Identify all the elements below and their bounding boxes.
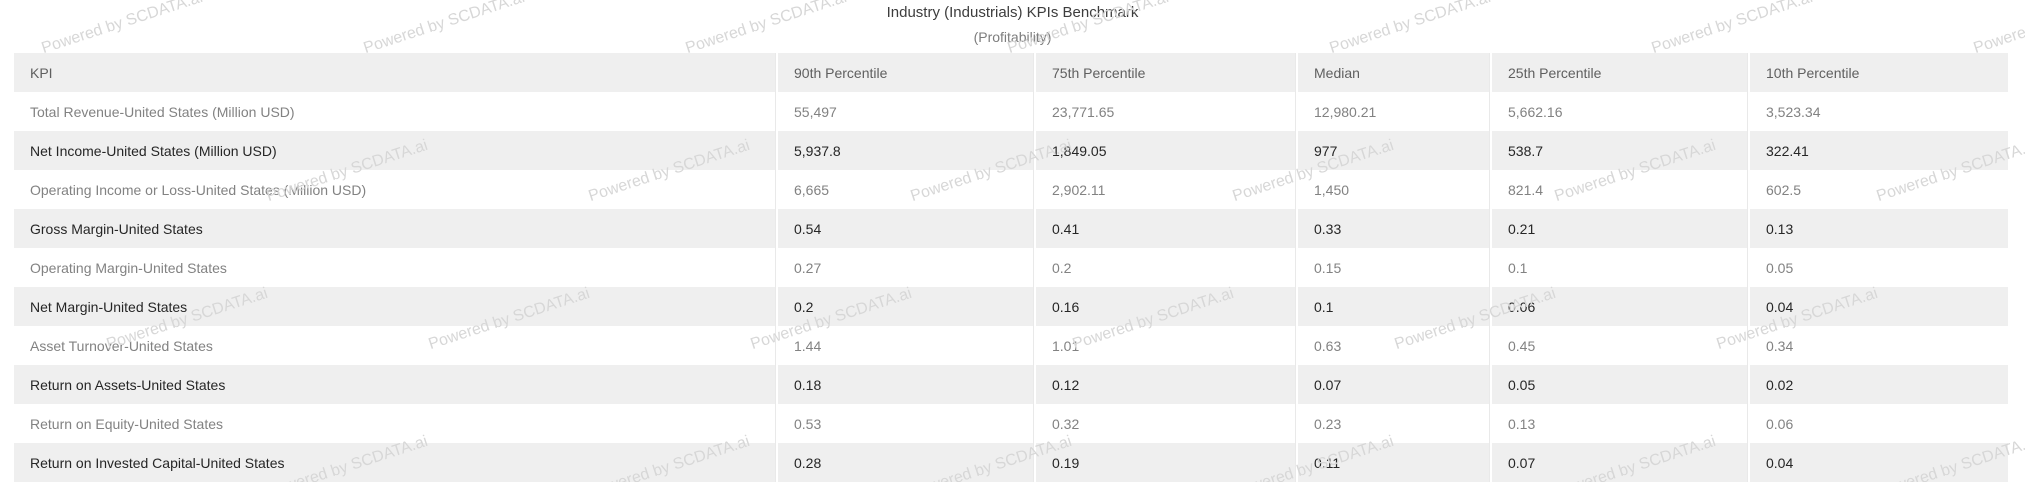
value-cell: 0.53	[776, 404, 1034, 443]
value-cell: 0.54	[776, 209, 1034, 248]
value-cell: 0.18	[776, 365, 1034, 404]
value-cell: 0.07	[1296, 365, 1490, 404]
value-cell: 0.34	[1748, 326, 2008, 365]
value-cell: 0.02	[1748, 365, 2008, 404]
value-cell: 0.63	[1296, 326, 1490, 365]
page-title: Industry (Industrials) KPIs Benchmark	[886, 4, 1139, 21]
value-cell: 0.33	[1296, 209, 1490, 248]
value-cell: 0.06	[1490, 287, 1748, 326]
value-cell: 322.41	[1748, 131, 2008, 170]
value-cell: 1.44	[776, 326, 1034, 365]
value-cell: 0.19	[1034, 443, 1296, 482]
value-cell: 3,523.34	[1748, 92, 2008, 131]
kpi-cell: Asset Turnover-United States	[14, 326, 776, 365]
value-cell: 0.32	[1034, 404, 1296, 443]
table-row: Net Income-United States (Million USD) 5…	[14, 131, 2008, 170]
value-cell: 0.2	[1034, 248, 1296, 287]
header-row: KPI 90th Percentile 75th Percentile Medi…	[14, 53, 2008, 92]
value-cell: 0.27	[776, 248, 1034, 287]
table-row: Net Margin-United States 0.2 0.16 0.1 0.…	[14, 287, 2008, 326]
value-cell: 977	[1296, 131, 1490, 170]
column-header-75th-percentile: 75th Percentile	[1034, 53, 1296, 92]
value-cell: 602.5	[1748, 170, 2008, 209]
kpi-benchmark-table: KPI 90th Percentile 75th Percentile Medi…	[14, 53, 2008, 482]
table-row: Operating Income or Loss-United States (…	[14, 170, 2008, 209]
column-header-25th-percentile: 25th Percentile	[1490, 53, 1748, 92]
value-cell: 23,771.65	[1034, 92, 1296, 131]
value-cell: 1.01	[1034, 326, 1296, 365]
kpi-cell: Operating Margin-United States	[14, 248, 776, 287]
value-cell: 0.1	[1296, 287, 1490, 326]
table-row: Return on Equity-United States 0.53 0.32…	[14, 404, 2008, 443]
value-cell: 6,665	[776, 170, 1034, 209]
kpi-cell: Return on Equity-United States	[14, 404, 776, 443]
value-cell: 1,450	[1296, 170, 1490, 209]
table-header: KPI 90th Percentile 75th Percentile Medi…	[14, 53, 2008, 92]
kpi-cell: Total Revenue-United States (Million USD…	[14, 92, 776, 131]
value-cell: 0.04	[1748, 443, 2008, 482]
value-cell: 0.05	[1490, 365, 1748, 404]
value-cell: 0.05	[1748, 248, 2008, 287]
value-cell: 0.13	[1490, 404, 1748, 443]
kpi-cell: Gross Margin-United States	[14, 209, 776, 248]
column-header-10th-percentile: 10th Percentile	[1748, 53, 2008, 92]
table-row: Asset Turnover-United States 1.44 1.01 0…	[14, 326, 2008, 365]
value-cell: 1,849.05	[1034, 131, 1296, 170]
kpi-cell: Operating Income or Loss-United States (…	[14, 170, 776, 209]
page-subtitle: (Profitability)	[973, 29, 1052, 45]
title-block: Industry (Industrials) KPIs Benchmark (P…	[0, 0, 2025, 53]
value-cell: 0.1	[1490, 248, 1748, 287]
value-cell: 0.12	[1034, 365, 1296, 404]
column-header-kpi: KPI	[14, 53, 776, 92]
value-cell: 0.23	[1296, 404, 1490, 443]
kpi-cell: Return on Invested Capital-United States	[14, 443, 776, 482]
value-cell: 5,937.8	[776, 131, 1034, 170]
value-cell: 0.28	[776, 443, 1034, 482]
value-cell: 0.2	[776, 287, 1034, 326]
value-cell: 55,497	[776, 92, 1034, 131]
value-cell: 0.13	[1748, 209, 2008, 248]
table-row: Total Revenue-United States (Million USD…	[14, 92, 2008, 131]
table-body: Total Revenue-United States (Million USD…	[14, 92, 2008, 482]
value-cell: 2,902.11	[1034, 170, 1296, 209]
table-row: Gross Margin-United States 0.54 0.41 0.3…	[14, 209, 2008, 248]
value-cell: 821.4	[1490, 170, 1748, 209]
value-cell: 0.41	[1034, 209, 1296, 248]
value-cell: 12,980.21	[1296, 92, 1490, 131]
value-cell: 0.06	[1748, 404, 2008, 443]
value-cell: 0.21	[1490, 209, 1748, 248]
table-row: Operating Margin-United States 0.27 0.2 …	[14, 248, 2008, 287]
value-cell: 0.04	[1748, 287, 2008, 326]
value-cell: 0.45	[1490, 326, 1748, 365]
column-header-90th-percentile: 90th Percentile	[776, 53, 1034, 92]
value-cell: 0.16	[1034, 287, 1296, 326]
table-row: Return on Assets-United States 0.18 0.12…	[14, 365, 2008, 404]
kpi-cell: Return on Assets-United States	[14, 365, 776, 404]
value-cell: 538.7	[1490, 131, 1748, 170]
value-cell: 0.11	[1296, 443, 1490, 482]
kpi-cell: Net Margin-United States	[14, 287, 776, 326]
value-cell: 0.15	[1296, 248, 1490, 287]
kpi-cell: Net Income-United States (Million USD)	[14, 131, 776, 170]
table-row: Return on Invested Capital-United States…	[14, 443, 2008, 482]
column-header-median: Median	[1296, 53, 1490, 92]
value-cell: 0.07	[1490, 443, 1748, 482]
value-cell: 5,662.16	[1490, 92, 1748, 131]
